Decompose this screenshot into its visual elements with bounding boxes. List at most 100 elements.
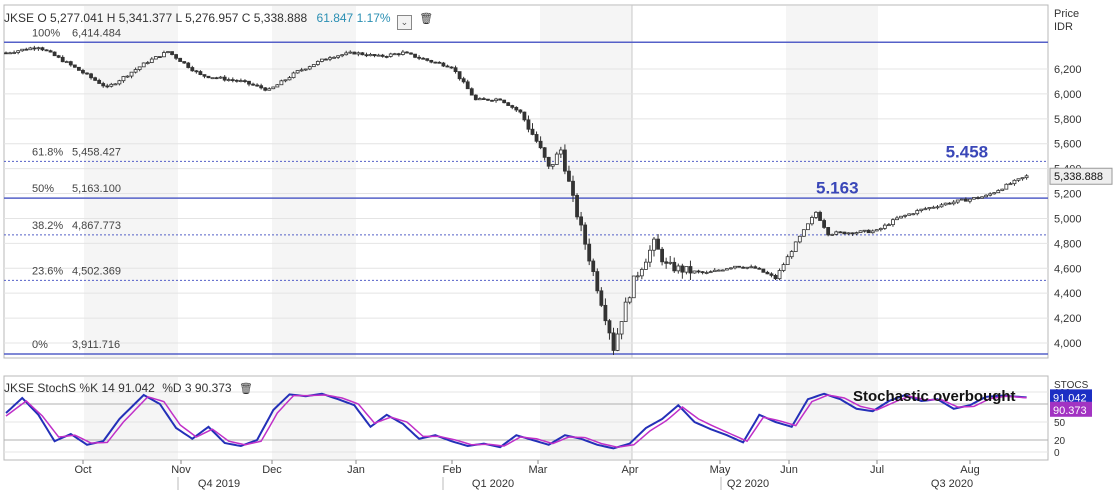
candle-body [854, 232, 859, 235]
candle-body [340, 54, 345, 57]
stoch-shade-band [272, 377, 356, 459]
candle-body [550, 164, 555, 167]
fib-pct-label: 61.8% [32, 146, 63, 158]
fib-pct-label: 0% [32, 339, 48, 351]
candle-body [396, 53, 401, 56]
candle-body [255, 84, 260, 87]
candle-body [530, 128, 535, 135]
candle-body [862, 229, 867, 232]
candle-body [40, 47, 45, 51]
candle-body [392, 53, 397, 56]
candle-body [850, 232, 855, 235]
candle-body [635, 275, 640, 278]
candle-body [984, 194, 988, 198]
trash-icon[interactable]: 🗑 [419, 13, 434, 25]
candle-body [806, 223, 810, 231]
symbol-label: JKSE [4, 11, 35, 25]
candle-body [518, 109, 523, 113]
candle-body [563, 149, 567, 172]
stoch-d-line [5, 394, 1027, 448]
fib-pct-label: 50% [32, 183, 54, 195]
candle-body [52, 51, 57, 57]
month-label: Apr [621, 464, 638, 476]
candle-body [874, 229, 879, 232]
candle-body [903, 214, 907, 217]
candle-body [425, 58, 430, 61]
candle-body [963, 198, 968, 202]
quarter-label: Q3 2020 [931, 478, 973, 490]
stoch-annotation: Stochastic overbought [853, 388, 1016, 405]
candle-body [761, 268, 766, 273]
candle-body [972, 197, 976, 200]
candle-body [757, 267, 762, 270]
candle-body [907, 213, 912, 216]
candle-body [486, 98, 490, 101]
month-label: Mar [529, 464, 548, 476]
candle-body [955, 199, 960, 203]
candle-body [8, 52, 12, 55]
candle-body [554, 153, 559, 165]
candle-body [870, 230, 875, 234]
month-label: Aug [960, 464, 980, 476]
candle-body [660, 248, 664, 263]
candle-body [332, 56, 336, 59]
candle-body [789, 251, 794, 258]
stoch-k-badge-label: 91.042 [1053, 392, 1087, 404]
candle-body [4, 52, 8, 55]
candle-body [595, 271, 600, 292]
candle-body [275, 84, 280, 88]
currency-label: IDR [1054, 21, 1073, 33]
chevron-down-icon[interactable]: ⌄ [396, 15, 412, 30]
candle-body [129, 71, 134, 77]
candle-body [368, 54, 373, 57]
candle-body [522, 111, 527, 121]
candle-body [234, 79, 239, 82]
candle-body [826, 227, 831, 236]
candle-body [797, 235, 802, 243]
candle-body [170, 51, 174, 55]
candle-body [202, 74, 207, 77]
candle-body [469, 88, 474, 96]
price-shade-band [786, 6, 878, 357]
candle-body [28, 47, 33, 51]
candle-body [611, 332, 616, 351]
candle-body [793, 241, 798, 252]
candle-body [704, 272, 709, 274]
candle-body [117, 80, 122, 85]
candle-body [291, 72, 296, 79]
trash-icon[interactable]: 🗑 [238, 383, 253, 395]
candle-body [887, 224, 891, 227]
candle-body [583, 224, 588, 245]
candle-body [1004, 183, 1009, 190]
candle-body [716, 269, 721, 272]
candle-body [891, 219, 895, 226]
stoch-shade-band [540, 377, 632, 459]
candle-body [20, 48, 25, 52]
price-axis-title: Price [1054, 8, 1079, 20]
candle-body [413, 53, 417, 58]
candle-body [433, 61, 438, 64]
candle-body [417, 56, 422, 59]
candle-body [498, 98, 503, 101]
candle-body [336, 55, 341, 58]
price-tick-label: 4,200 [1054, 313, 1082, 325]
price-shade-band [272, 6, 356, 357]
candle-body [680, 265, 685, 273]
candle-body [623, 301, 628, 322]
candle-body [226, 79, 231, 81]
candle-body [145, 62, 150, 64]
candle-body [465, 81, 470, 90]
candle-body [708, 271, 713, 274]
fib-annotation: 5.163 [816, 179, 859, 198]
candle-body [133, 69, 138, 73]
candle-body [12, 52, 17, 54]
price-tick-label: 5,200 [1054, 189, 1082, 201]
candle-body [737, 265, 741, 268]
candle-body [968, 198, 972, 202]
candle-body [639, 268, 644, 277]
stoch-axis-title: STOCS [1054, 380, 1089, 391]
candle-body [842, 231, 847, 235]
candle-body [263, 87, 268, 91]
candle-body [113, 83, 118, 86]
fib-value-label: 4,502.369 [72, 265, 121, 277]
